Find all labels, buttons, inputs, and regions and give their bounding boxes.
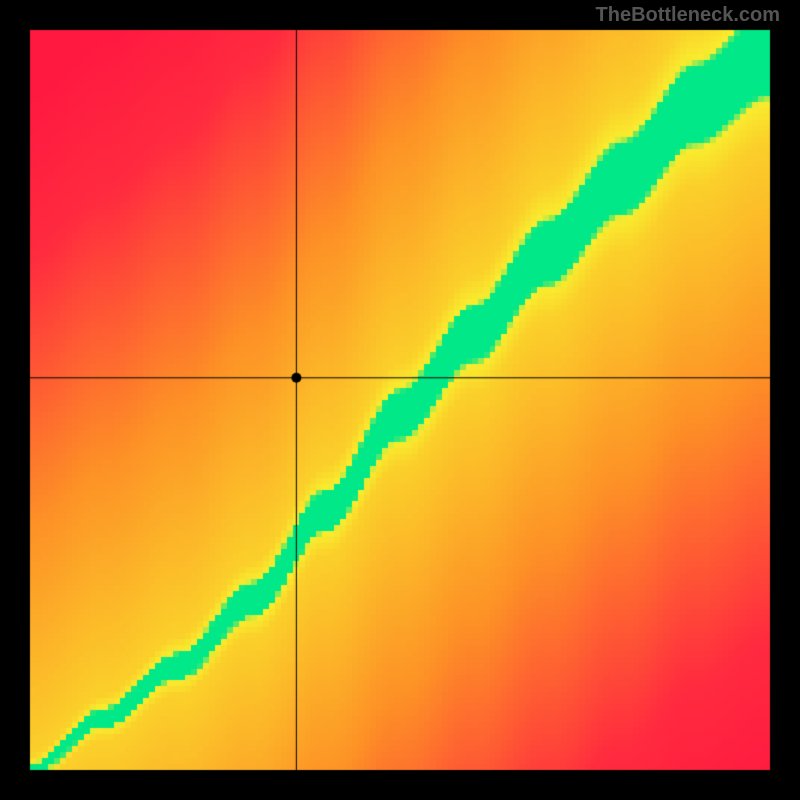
attribution-label: TheBottleneck.com xyxy=(596,4,780,27)
chart-container: TheBottleneck.com xyxy=(0,0,800,800)
bottleneck-heatmap xyxy=(0,0,800,800)
